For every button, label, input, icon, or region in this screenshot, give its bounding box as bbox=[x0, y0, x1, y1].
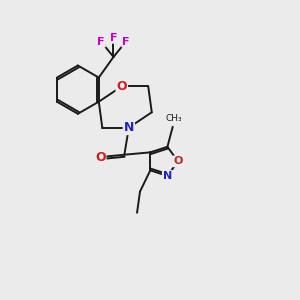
Text: CH₃: CH₃ bbox=[166, 114, 182, 123]
Text: F: F bbox=[98, 37, 105, 46]
Text: O: O bbox=[95, 151, 106, 164]
Text: O: O bbox=[173, 156, 183, 167]
Text: O: O bbox=[116, 80, 127, 93]
Text: F: F bbox=[122, 37, 130, 46]
Text: F: F bbox=[110, 33, 117, 43]
Text: N: N bbox=[124, 121, 134, 134]
Text: N: N bbox=[163, 171, 172, 181]
